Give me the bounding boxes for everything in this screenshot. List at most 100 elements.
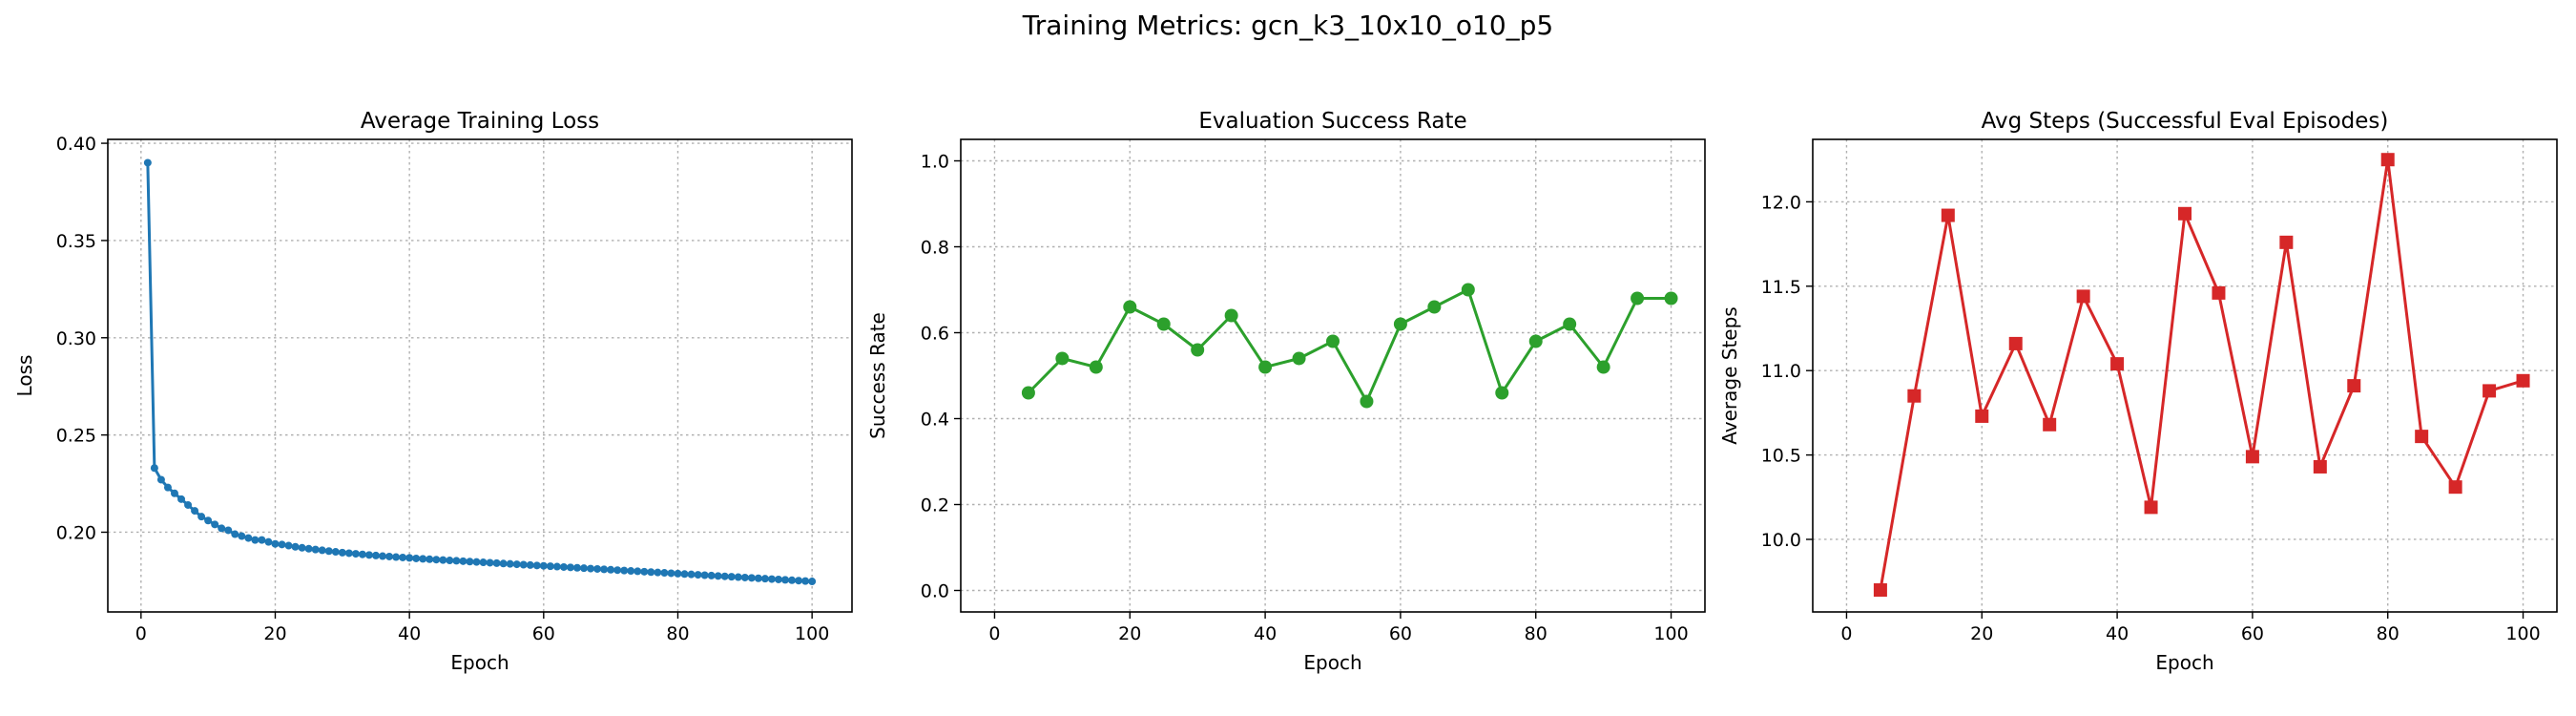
data-point (412, 554, 421, 562)
data-point (459, 557, 467, 565)
data-point (344, 549, 353, 558)
y-tick-label: 0.2 (921, 495, 949, 516)
data-point (2144, 500, 2158, 515)
data-point (512, 560, 521, 569)
data-point (667, 569, 675, 578)
data-point (767, 575, 776, 583)
data-point (1224, 308, 1238, 323)
data-point (2415, 430, 2429, 444)
x-axis-label: Epoch (2155, 651, 2213, 674)
data-point (593, 564, 602, 573)
y-tick-label: 0.30 (56, 328, 96, 349)
x-tick-label: 80 (666, 623, 689, 644)
data-point (177, 495, 186, 503)
data-point (634, 567, 642, 576)
data-point (526, 560, 534, 569)
data-point (338, 548, 346, 557)
data-point (143, 158, 152, 167)
y-tick-label: 0.6 (921, 324, 949, 345)
data-point (156, 475, 165, 484)
data-point (674, 569, 682, 578)
data-point (271, 539, 280, 548)
data-point (680, 570, 689, 579)
data-point (700, 571, 709, 579)
data-point (1021, 386, 1035, 400)
data-point (546, 562, 554, 571)
data-point (426, 555, 434, 563)
y-tick-label: 12.0 (1761, 192, 1801, 213)
x-tick-label: 0 (135, 623, 147, 644)
x-axis-label: Epoch (450, 651, 509, 674)
data-point (647, 568, 655, 577)
data-point (486, 558, 494, 567)
data-point (720, 572, 729, 580)
data-point (1258, 360, 1273, 374)
data-point (747, 574, 756, 582)
y-tick-label: 11.0 (1761, 361, 1801, 382)
data-point (264, 537, 273, 546)
data-point (318, 546, 326, 555)
subplot-title: Evaluation Success Rate (1198, 109, 1466, 134)
data-point (284, 541, 293, 550)
series-line (1879, 158, 2524, 591)
data-point (2279, 235, 2294, 249)
data-point (506, 559, 514, 568)
data-point (694, 571, 702, 579)
data-point (2313, 459, 2327, 474)
data-point (2043, 417, 2057, 432)
y-tick-label: 0.40 (56, 134, 96, 155)
subplot-avg-steps: 0 20 40 60 80 100 10.0 10.5 11.0 11.5 12.0 Avg Step… (1718, 109, 2558, 674)
data-point (1089, 360, 1103, 374)
y-tick-label: 1.0 (921, 152, 949, 173)
data-point (774, 575, 782, 583)
data-point (532, 561, 541, 570)
data-point (258, 536, 266, 544)
axes-frame (107, 138, 853, 613)
y-axis-label: Average Steps (1718, 306, 1741, 444)
data-point (620, 566, 629, 575)
data-point (714, 572, 722, 580)
y-tick-label: 10.0 (1761, 530, 1801, 551)
data-point (760, 575, 769, 583)
data-point (559, 562, 568, 571)
x-tick-label: 20 (1970, 623, 1993, 644)
subplot-title: Avg Steps (Successful Eval Episodes) (1982, 109, 2389, 134)
y-tick-label: 0.20 (56, 522, 96, 543)
data-point (291, 542, 300, 551)
y-tick-label: 0.8 (921, 238, 949, 259)
data-point (1393, 317, 1407, 331)
data-point (170, 489, 178, 497)
data-point (2380, 153, 2395, 167)
data-point (2212, 285, 2226, 300)
data-point (2483, 384, 2497, 398)
data-point (446, 557, 454, 565)
data-point (351, 550, 360, 558)
x-tick-label: 40 (2106, 623, 2129, 644)
y-tick-label: 0.25 (56, 426, 96, 447)
data-point (660, 569, 669, 578)
data-point (1191, 343, 1205, 357)
data-point (278, 540, 286, 549)
data-point (1873, 583, 1887, 598)
x-tick-label: 40 (1254, 623, 1277, 644)
axes-frame (1812, 138, 2558, 613)
data-point (552, 562, 561, 571)
data-point (385, 552, 394, 560)
data-point (231, 530, 239, 538)
y-axis-label: Loss (13, 355, 36, 397)
data-point (324, 547, 333, 556)
x-tick-label: 80 (2377, 623, 2399, 644)
data-point (740, 573, 749, 581)
data-point (197, 513, 206, 521)
data-point (2008, 336, 2023, 350)
data-point (627, 567, 635, 576)
data-point (244, 534, 253, 542)
data-point (707, 571, 716, 579)
data-point (781, 576, 790, 584)
data-point (2516, 373, 2530, 388)
data-point (2245, 450, 2259, 464)
data-point (539, 561, 548, 570)
x-tick-label: 20 (263, 623, 286, 644)
data-point (1427, 300, 1442, 314)
